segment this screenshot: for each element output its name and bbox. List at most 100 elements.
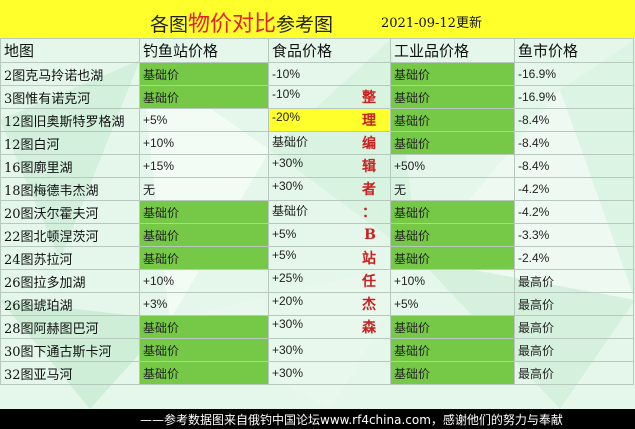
industrial-price-value: 无 <box>394 182 407 197</box>
food-price-value: +5% <box>272 227 297 241</box>
industrial-price-cell: 无 <box>390 177 515 201</box>
industrial-price-value: 基础价 <box>394 113 431 128</box>
fishing-station-price-value: +10% <box>143 136 175 150</box>
map-name-value: 30图下通古斯卡河 <box>4 344 112 360</box>
fish-market-price-value: -4.2% <box>518 182 550 196</box>
editor-credit-char: 整 <box>362 90 376 106</box>
industrial-price-value: 基础价 <box>394 366 431 381</box>
fish-market-price-cell: -2.4% <box>514 246 634 270</box>
fishing-station-price-value: 基础价 <box>143 320 180 335</box>
map-name-cell: 12图白河 <box>0 131 140 155</box>
title-prefix: 各图 <box>150 14 189 36</box>
fishing-station-price-cell: 基础价 <box>139 200 269 224</box>
table-row: 22图北顿涅茨河 基础价 +5% B 基础价 -3.3% <box>0 223 634 247</box>
fishing-station-price-cell: +15% <box>139 154 269 178</box>
map-name-value: 22图北顿涅茨河 <box>4 229 99 245</box>
industrial-price-cell: 基础价 <box>390 108 515 132</box>
fishing-station-price-cell: 基础价 <box>139 223 269 247</box>
food-price-cell: -20% 理 <box>268 108 391 132</box>
fishing-station-price-value: 无 <box>143 182 156 197</box>
map-name-value: 16图廓里湖 <box>4 160 73 176</box>
food-price-value: -10% <box>272 67 301 81</box>
map-name-value: 24图苏拉河 <box>4 252 73 268</box>
food-price-value: +20% <box>272 294 304 308</box>
industrial-price-cell: +50% <box>390 154 515 178</box>
industrial-price-cell: 基础价 <box>390 200 515 224</box>
fishing-station-price-cell: 基础价 <box>139 315 269 339</box>
fishing-station-price-value: +3% <box>143 297 168 311</box>
fish-market-price-cell: 最高价 <box>514 269 634 293</box>
fish-market-price-cell: -8.4% <box>514 131 634 155</box>
table-row: 26图琥珀湖 +3% +20% 杰 +5% 最高价 <box>0 292 634 316</box>
fishing-station-price-value: 基础价 <box>143 251 180 266</box>
fish-market-price-value: 最高价 <box>518 297 555 312</box>
fish-market-price-value: -2.4% <box>518 251 550 265</box>
fishing-station-price-value: 基础价 <box>143 90 180 105</box>
map-name-cell: 30图下通古斯卡河 <box>0 338 140 362</box>
map-name-value: 26图琥珀湖 <box>4 298 73 314</box>
editor-credit-char: ： <box>362 205 376 221</box>
map-name-value: 2图克马拎诺也湖 <box>4 68 104 84</box>
fishing-station-price-value: 基础价 <box>143 205 180 220</box>
map-name-cell: 26图琥珀湖 <box>0 292 140 316</box>
food-price-cell: +5% B <box>268 223 391 247</box>
industrial-price-cell: 基础价 <box>390 62 515 86</box>
fishing-station-price-cell: 基础价 <box>139 85 269 109</box>
food-price-cell: +30% 者 <box>268 177 391 201</box>
header-map: 地图 <box>0 38 140 63</box>
industrial-price-cell: 基础价 <box>390 131 515 155</box>
industrial-price-cell: 基础价 <box>390 223 515 247</box>
table-row: 16图廓里湖 +15% +30% 辑 +50% -8.4% <box>0 154 634 178</box>
table-row: 20图沃尔霍夫河 基础价 基础价 ： 基础价 -4.2% <box>0 200 634 224</box>
food-price-value: +25% <box>272 271 304 285</box>
food-price-cell: +30% <box>268 338 391 362</box>
editor-credit-char: 杰 <box>362 297 376 313</box>
fishing-station-price-cell: 无 <box>139 177 269 201</box>
price-table: 地图 钓鱼站价格 食品价格 工业品价格 鱼市价格 2图克马拎诺也湖 基础价 -10%… <box>0 38 634 385</box>
industrial-price-value: +50% <box>394 159 426 173</box>
map-name-value: 20图沃尔霍夫河 <box>4 206 99 222</box>
fishing-station-price-value: 基础价 <box>143 67 180 82</box>
fish-market-price-cell: -3.3% <box>514 223 634 247</box>
table-header-row: 地图 钓鱼站价格 食品价格 工业品价格 鱼市价格 <box>0 38 634 63</box>
industrial-price-value: +10% <box>394 274 426 288</box>
food-price-value: -20% <box>272 110 301 124</box>
food-price-value: +30% <box>272 317 304 331</box>
update-date: 2021-09-12更新 <box>381 16 482 31</box>
header-fish-market-price: 鱼市价格 <box>514 38 634 63</box>
map-name-cell: 2图克马拎诺也湖 <box>0 62 140 86</box>
fishing-station-price-value: +10% <box>143 274 175 288</box>
editor-credit-char: B <box>364 227 376 243</box>
page-title: 各图物价对比参考图 <box>150 6 333 38</box>
table-row: 2图克马拎诺也湖 基础价 -10% 基础价 -16.9% <box>0 62 634 86</box>
editor-credit-char: 编 <box>362 136 376 152</box>
editor-credit-char: 任 <box>362 274 376 290</box>
fish-market-price-value: -16.9% <box>518 67 557 81</box>
footer-credit: ——参考数据图来自俄钓中国论坛www.rf4china.com，感谢他们的努力与… <box>0 409 635 429</box>
table-row: 12图白河 +10% 基础价 编 基础价 -8.4% <box>0 131 634 155</box>
industrial-price-cell: 基础价 <box>390 338 515 362</box>
fishing-station-price-value: 基础价 <box>143 228 180 243</box>
food-price-cell: +30% 森 <box>268 315 391 339</box>
fish-market-price-value: 最高价 <box>518 320 555 335</box>
editor-credit-char: 辑 <box>362 159 376 175</box>
fishing-station-price-value: 基础价 <box>143 343 180 358</box>
fish-market-price-cell: -16.9% <box>514 85 634 109</box>
map-name-value: 3图惟有诺克河 <box>4 91 91 107</box>
industrial-price-value: 基础价 <box>394 90 431 105</box>
map-name-cell: 32图亚马河 <box>0 361 140 385</box>
industrial-price-value: 基础价 <box>394 251 431 266</box>
map-name-cell: 3图惟有诺克河 <box>0 85 140 109</box>
fish-market-price-cell: -4.2% <box>514 177 634 201</box>
fish-market-price-cell: 最高价 <box>514 361 634 385</box>
food-price-value: +30% <box>272 156 304 170</box>
food-price-value: -10% <box>272 87 301 101</box>
fish-market-price-value: -3.3% <box>518 228 550 242</box>
map-name-cell: 12图旧奥斯特罗格湖 <box>0 108 140 132</box>
map-name-value: 28图阿赫图巴河 <box>4 321 99 337</box>
fishing-station-price-cell: +10% <box>139 269 269 293</box>
food-price-cell: +25% 任 <box>268 269 391 293</box>
food-price-value: +30% <box>272 366 304 380</box>
table-row: 12图旧奥斯特罗格湖 +5% -20% 理 基础价 -8.4% <box>0 108 634 132</box>
